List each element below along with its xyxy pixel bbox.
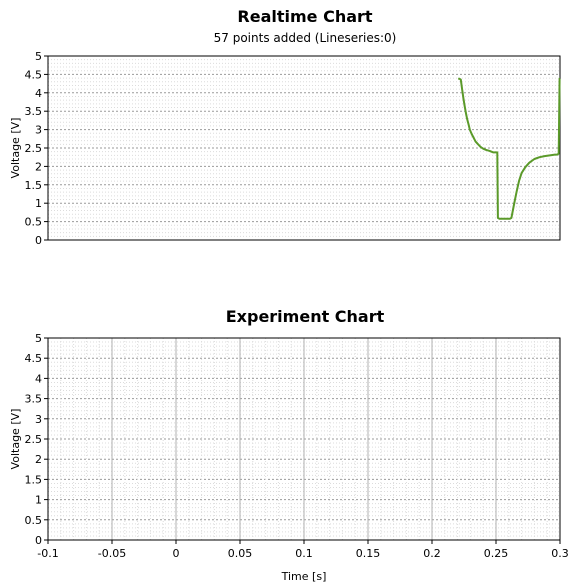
experiment-y-axis: 0 0.5 1 1.5 2 2.5 3 3.5 4 4.5 5 bbox=[25, 332, 48, 547]
y-tick-label: 1.5 bbox=[25, 179, 43, 192]
experiment-y-axis-label: Voltage [V] bbox=[9, 409, 22, 470]
x-tick-label: 0.1 bbox=[295, 547, 313, 560]
y-tick-label: 5 bbox=[35, 332, 42, 345]
y-tick-label: 2.5 bbox=[25, 433, 43, 446]
y-tick-label: 1.5 bbox=[25, 473, 43, 486]
x-tick-label: -0.1 bbox=[37, 547, 58, 560]
y-tick-label: 4 bbox=[35, 87, 42, 100]
experiment-x-axis-label: Time [s] bbox=[281, 570, 327, 583]
realtime-y-axis: 0 0.5 1 1.5 2 2.5 3 3.5 4 4.5 5 bbox=[25, 50, 48, 247]
y-tick-label: 2.5 bbox=[25, 142, 43, 155]
x-tick-label: 0.05 bbox=[228, 547, 253, 560]
y-tick-label: 2 bbox=[35, 453, 42, 466]
experiment-grid bbox=[48, 338, 560, 540]
y-tick-label: 3.5 bbox=[25, 393, 43, 406]
series-line bbox=[458, 77, 561, 220]
x-tick-label: 0 bbox=[173, 547, 180, 560]
x-tick-label: -0.05 bbox=[98, 547, 126, 560]
y-tick-label: 4 bbox=[35, 372, 42, 385]
realtime-y-axis-label: Voltage [V] bbox=[9, 118, 22, 179]
realtime-grid bbox=[48, 59, 560, 237]
x-tick-label: 0.3 bbox=[551, 547, 569, 560]
y-tick-label: 3.5 bbox=[25, 105, 43, 118]
y-tick-label: 4.5 bbox=[25, 352, 43, 365]
y-tick-label: 3 bbox=[35, 413, 42, 426]
experiment-x-axis: -0.1 -0.05 0 0.05 0.1 0.15 0.2 0.25 0.3 bbox=[37, 540, 569, 560]
realtime-chart-title: Realtime Chart bbox=[237, 7, 373, 26]
y-tick-label: 3 bbox=[35, 124, 42, 137]
y-tick-label: 2 bbox=[35, 160, 42, 173]
y-tick-label: 5 bbox=[35, 50, 42, 63]
experiment-chart-title: Experiment Chart bbox=[226, 307, 385, 326]
realtime-chart-subtitle: 57 points added (Lineseries:0) bbox=[214, 31, 397, 45]
x-tick-label: 0.2 bbox=[423, 547, 441, 560]
y-tick-label: 0.5 bbox=[25, 216, 43, 229]
x-tick-label: 0.25 bbox=[484, 547, 509, 560]
x-tick-label: 0.15 bbox=[356, 547, 381, 560]
realtime-chart: Realtime Chart 57 points added (Lineseri… bbox=[9, 7, 561, 247]
realtime-series bbox=[458, 77, 561, 220]
y-tick-label: 0 bbox=[35, 534, 42, 547]
experiment-chart: Experiment Chart 0 0.5 1 1.5 2 2.5 3 3.5 4 4.5 5 -… bbox=[9, 307, 569, 583]
y-tick-label: 1 bbox=[35, 197, 42, 210]
y-tick-label: 1 bbox=[35, 494, 42, 507]
y-tick-label: 4.5 bbox=[25, 68, 43, 81]
y-tick-label: 0 bbox=[35, 234, 42, 247]
y-tick-label: 0.5 bbox=[25, 514, 43, 527]
